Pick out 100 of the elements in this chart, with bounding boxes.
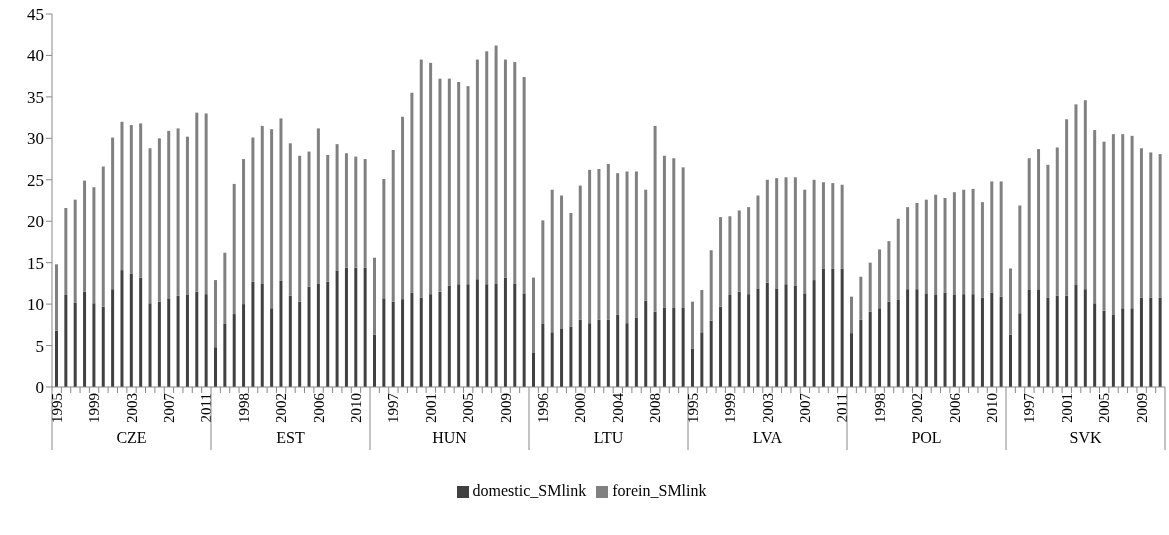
bar: [1130, 135, 1134, 309]
bar: [307, 151, 311, 287]
bar: [868, 311, 872, 387]
bar: [157, 301, 161, 387]
bar: [372, 334, 376, 387]
bar: [952, 192, 956, 295]
bar: [1102, 310, 1106, 387]
y-tick-label: 10: [27, 295, 44, 315]
bar: [709, 250, 713, 321]
bar: [485, 51, 489, 285]
x-tick-label: 2001: [1058, 393, 1075, 423]
text: CZE: [116, 429, 147, 446]
bar: [840, 184, 844, 269]
bar: [700, 332, 704, 387]
bar: [793, 177, 797, 286]
bar: [1055, 295, 1059, 387]
x-tick-label: 1995: [684, 393, 701, 423]
bar: [344, 267, 348, 387]
bar: [522, 293, 526, 387]
bar: [1149, 152, 1153, 298]
bar: [354, 267, 358, 387]
bar: [148, 148, 152, 304]
bar: [475, 279, 479, 387]
text: SVK: [1069, 429, 1102, 446]
bar: [662, 307, 666, 387]
bar: [550, 332, 554, 387]
bar: [129, 273, 133, 387]
bar: [737, 291, 741, 387]
bar: [887, 301, 891, 387]
bar: [279, 280, 283, 387]
bar: [1111, 314, 1115, 387]
x-tick-label: 2001: [422, 393, 439, 423]
bar: [690, 348, 694, 387]
bar: [438, 291, 442, 387]
bar: [896, 218, 900, 300]
y-tick-label: 25: [27, 170, 44, 190]
bar: [223, 324, 227, 387]
bar: [1093, 303, 1097, 387]
bar: [447, 285, 451, 387]
bar: [270, 129, 274, 309]
bar: [924, 199, 928, 294]
bar: [1139, 148, 1143, 298]
bar: [92, 303, 96, 387]
bar: [447, 78, 451, 286]
bar: [54, 264, 58, 331]
bar: [251, 281, 255, 387]
bar: [120, 270, 124, 387]
bar: [83, 180, 87, 292]
bar: [457, 81, 461, 285]
bar: [812, 280, 816, 387]
bar: [148, 303, 152, 387]
bar: [419, 297, 423, 387]
y-tick-label: 5: [35, 336, 44, 356]
bar: [943, 292, 947, 387]
bar: [382, 178, 386, 299]
bar: [382, 298, 386, 387]
bar: [821, 268, 825, 387]
bar: [288, 143, 292, 296]
x-tick-label: 2007: [160, 392, 177, 423]
bar: [270, 308, 274, 387]
bar: [728, 216, 732, 295]
bar: [1037, 149, 1041, 291]
bar: [204, 294, 208, 387]
bar: [260, 283, 264, 387]
bar: [990, 292, 994, 387]
bar: [101, 166, 105, 307]
bar: [204, 113, 208, 295]
bar: [260, 125, 264, 284]
bar: [541, 220, 545, 324]
bar: [242, 304, 246, 387]
bar: [494, 283, 498, 387]
bar: [185, 136, 189, 295]
bar: [101, 306, 105, 387]
x-tick-label: 2002: [273, 393, 290, 423]
bar: [195, 291, 199, 387]
text: EST: [276, 429, 305, 446]
bar: [625, 323, 629, 387]
bar: [139, 277, 143, 387]
bar: [681, 167, 685, 308]
bar: [1158, 297, 1162, 387]
bar: [915, 289, 919, 387]
x-tick-label: 2005: [1096, 393, 1113, 423]
bar: [1074, 104, 1078, 286]
bar: [700, 290, 704, 333]
bar: [625, 171, 629, 324]
bar: [980, 297, 984, 387]
bar: [1093, 130, 1097, 304]
bar: [943, 198, 947, 293]
bar: [578, 319, 582, 387]
bar: [634, 317, 638, 387]
x-tick-label: 2005: [460, 393, 477, 423]
bar: [64, 294, 68, 387]
bar: [681, 307, 685, 387]
bar: [316, 283, 320, 387]
bar: [326, 281, 330, 387]
bar: [793, 285, 797, 387]
bar: [335, 270, 339, 387]
bar: [569, 326, 573, 387]
x-tick-label: 1998: [235, 393, 252, 423]
x-tick-label: 2006: [310, 392, 327, 423]
